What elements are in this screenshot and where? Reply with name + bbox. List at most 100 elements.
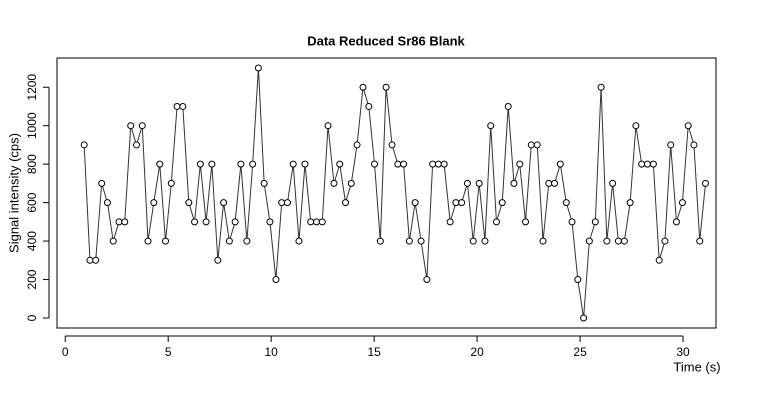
data-point <box>394 160 402 168</box>
data-point <box>382 83 390 91</box>
data-point <box>678 199 686 207</box>
data-point <box>527 141 535 149</box>
data-point <box>80 141 88 149</box>
plot-box <box>56 57 717 329</box>
x-tick-label: 10 <box>264 345 278 359</box>
data-point <box>580 314 588 322</box>
data-point <box>614 237 622 245</box>
data-point <box>220 199 228 207</box>
data-point <box>568 218 576 226</box>
x-axis-label: Time (s) <box>673 359 720 374</box>
data-point <box>684 122 692 130</box>
data-point <box>533 141 541 149</box>
data-point <box>86 256 94 264</box>
data-point <box>417 237 425 245</box>
y-tick-label: 1000 <box>25 112 39 139</box>
data-point <box>103 199 111 207</box>
x-tick-label: 25 <box>573 345 587 359</box>
data-point <box>92 256 100 264</box>
data-point <box>672 218 680 226</box>
data-point <box>336 160 344 168</box>
data-point <box>301 160 309 168</box>
data-point <box>690 141 698 149</box>
data-point <box>249 160 257 168</box>
data-point <box>272 276 280 284</box>
data-point <box>597 83 605 91</box>
data-point <box>388 141 396 149</box>
data-point <box>522 218 530 226</box>
data-point <box>696 237 704 245</box>
data-point <box>330 179 338 187</box>
data-point <box>556 160 564 168</box>
data-point <box>551 179 559 187</box>
data-point <box>632 122 640 130</box>
data-point <box>347 179 355 187</box>
data-point <box>307 218 315 226</box>
data-point <box>446 218 454 226</box>
data-point <box>655 256 663 264</box>
data-point <box>243 237 251 245</box>
data-point <box>162 237 170 245</box>
data-point <box>591 218 599 226</box>
data-point <box>475 179 483 187</box>
data-point <box>562 199 570 207</box>
data-point <box>411 199 419 207</box>
data-point <box>620 237 628 245</box>
data-point <box>144 237 152 245</box>
data-point <box>254 64 262 72</box>
data-point <box>231 218 239 226</box>
data-point <box>312 218 320 226</box>
y-tick-label: 1200 <box>25 74 39 101</box>
data-point <box>295 237 303 245</box>
y-axis-label: Signal intensity (cps) <box>6 133 21 253</box>
data-point <box>214 256 222 264</box>
data-point <box>643 160 651 168</box>
data-point <box>405 237 413 245</box>
data-point <box>574 276 582 284</box>
data-point <box>167 179 175 187</box>
data-point <box>400 160 408 168</box>
data-point <box>701 179 709 187</box>
data-point <box>487 122 495 130</box>
data-point <box>318 218 326 226</box>
data-point <box>661 237 669 245</box>
y-tick-label: 400 <box>25 231 39 251</box>
data-point <box>138 122 146 130</box>
data-point <box>196 160 204 168</box>
data-point <box>492 218 500 226</box>
data-point <box>638 160 646 168</box>
chart-title: Data Reduced Sr86 Blank <box>307 33 465 48</box>
data-point <box>132 141 140 149</box>
data-point <box>202 218 210 226</box>
y-tick-label: 200 <box>25 269 39 289</box>
data-point <box>481 237 489 245</box>
data-point <box>365 102 373 110</box>
data-point <box>498 199 506 207</box>
x-tick-label: 15 <box>367 345 381 359</box>
data-point <box>440 160 448 168</box>
data-point <box>342 199 350 207</box>
y-tick-label: 600 <box>25 192 39 212</box>
data-point <box>150 199 158 207</box>
data-point <box>626 199 634 207</box>
data-point <box>434 160 442 168</box>
data-point <box>127 122 135 130</box>
data-point <box>115 218 123 226</box>
data-point <box>278 199 286 207</box>
data-point <box>359 83 367 91</box>
data-point <box>667 141 675 149</box>
data-point <box>191 218 199 226</box>
data-point <box>353 141 361 149</box>
data-point <box>458 199 466 207</box>
data-point <box>649 160 657 168</box>
data-point <box>371 160 379 168</box>
data-point <box>283 199 291 207</box>
data-point <box>429 160 437 168</box>
data-point <box>225 237 233 245</box>
data-point <box>98 179 106 187</box>
x-tick-label: 20 <box>470 345 484 359</box>
data-point <box>109 237 117 245</box>
data-point <box>173 102 181 110</box>
data-point <box>452 199 460 207</box>
